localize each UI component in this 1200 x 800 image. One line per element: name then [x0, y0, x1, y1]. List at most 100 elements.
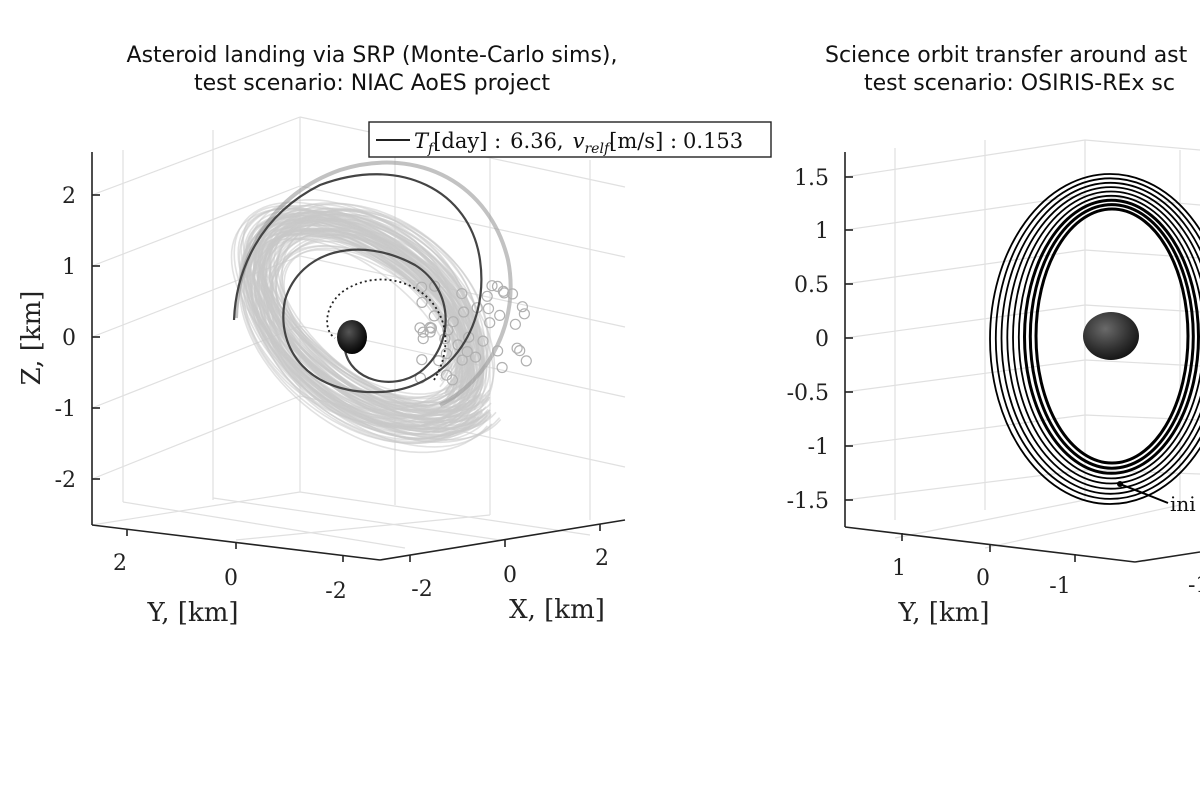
end-marker — [514, 345, 526, 357]
monte-carlo-trajectory — [252, 202, 476, 418]
end-marker — [446, 374, 458, 386]
end-marker — [520, 355, 532, 367]
end-marker — [433, 355, 445, 367]
left-z-tick-2: 2 — [62, 184, 76, 209]
right-y-tick-1: 1 — [892, 556, 906, 581]
spiral-loop — [1012, 190, 1200, 485]
end-marker — [477, 335, 489, 347]
monte-carlo-trajectory — [275, 218, 468, 398]
left-y-tick-0: 0 — [224, 566, 238, 591]
left-x-tick-2: 2 — [595, 546, 609, 571]
spiral-loop — [1000, 181, 1200, 495]
right-z-tick-m1: -1 — [808, 435, 829, 460]
end-marker — [509, 318, 522, 330]
right-y-tick-m1: -1 — [1049, 574, 1070, 599]
end-marker — [416, 354, 428, 366]
right-z-tick-0: 0 — [815, 327, 829, 352]
right-z-tick-0.5: 0.5 — [794, 273, 829, 298]
left-z-tick-1: 1 — [62, 255, 76, 280]
left-z-tick-0: 0 — [62, 326, 76, 351]
right-panel: Science orbit transfer around ast test s… — [787, 43, 1200, 628]
end-marker — [496, 361, 508, 374]
left-y-tick-m2: -2 — [325, 579, 346, 604]
left-z-tick-m2: -2 — [55, 468, 76, 493]
end-marker — [440, 348, 452, 360]
nominal-trajectory — [232, 173, 483, 394]
right-z-tick-1.5: 1.5 — [794, 166, 829, 191]
right-y-axis-label: Y, [km] — [897, 598, 989, 628]
end-marker — [429, 280, 441, 292]
end-marker — [428, 310, 440, 322]
spiral-loop — [994, 177, 1200, 500]
end-marker — [416, 281, 428, 293]
initial-point-label: ini — [1170, 492, 1196, 516]
monte-carlo-outer-band — [234, 160, 513, 407]
end-marker — [461, 346, 473, 358]
right-y-tick-0: 0 — [976, 566, 990, 591]
left-x-tick-m2: -2 — [411, 577, 432, 602]
end-marker — [518, 308, 531, 320]
nominal-trajectory-inner — [326, 278, 447, 381]
left-x-tick-0: 0 — [503, 563, 517, 588]
right-asteroid-body — [1083, 312, 1139, 360]
left-x-axis-label: X, [km] — [509, 595, 605, 625]
right-grid — [844, 139, 1200, 549]
end-marker — [516, 301, 529, 313]
end-marker — [506, 288, 519, 300]
end-marker — [458, 306, 470, 318]
right-axes — [844, 152, 1200, 563]
end-marker — [447, 316, 459, 328]
left-y-tick-2: 2 — [113, 551, 127, 576]
monte-carlo-trajectory — [247, 221, 493, 448]
monte-carlo-trajectory — [264, 218, 465, 409]
end-marker — [511, 342, 523, 354]
end-marker — [492, 345, 504, 357]
left-z-tick-m1: -1 — [55, 397, 76, 422]
annotation-arrow — [1119, 483, 1169, 504]
spiral-loop — [1017, 194, 1200, 480]
end-marker — [498, 287, 510, 299]
end-marker — [456, 288, 468, 300]
landing-end-markers — [414, 280, 532, 386]
left-z-axis-label: Z, [km] — [17, 291, 47, 386]
monte-carlo-trajectory — [257, 227, 456, 411]
end-marker — [417, 333, 429, 345]
end-marker — [442, 324, 454, 336]
end-marker — [424, 326, 436, 338]
spiral-loop — [1028, 203, 1195, 470]
spiral-loop — [989, 173, 1200, 505]
spiral-loop — [1006, 186, 1200, 490]
legend-label: Tf[day] :6.36, vrelf[m/s] :0.153 — [414, 129, 743, 157]
transfer-spiral — [989, 173, 1200, 505]
end-marker — [424, 321, 436, 334]
end-marker — [491, 280, 504, 292]
monte-carlo-trajectory — [238, 218, 480, 440]
right-z-tick-m1.5: -1.5 — [787, 489, 829, 514]
left-legend: Tf[day] :6.36, vrelf[m/s] :0.153 — [368, 121, 772, 158]
monte-carlo-trajectory — [253, 230, 482, 436]
left-title-line-2: test scenario: NIAC AoES project — [194, 71, 550, 96]
monte-carlo-trajectory — [268, 217, 487, 412]
right-z-tick-1: 1 — [815, 219, 829, 244]
left-panel: Asteroid landing via SRP (Monte-Carlo si… — [17, 43, 772, 628]
left-axes — [91, 152, 626, 562]
spiral-loop — [1023, 198, 1200, 475]
right-title-line-2: test scenario: OSIRIS-REx sc — [864, 71, 1175, 96]
monte-carlo-trajectories — [230, 160, 513, 454]
end-marker — [481, 290, 493, 302]
end-marker — [470, 351, 482, 363]
left-asteroid-body — [337, 320, 367, 354]
left-y-axis-label: Y, [km] — [146, 598, 238, 628]
spiral-loop — [1034, 207, 1190, 465]
end-marker — [456, 354, 468, 366]
right-z-tick-m0.5: -0.5 — [787, 381, 829, 406]
end-marker — [416, 296, 428, 308]
right-title-line-1: Science orbit transfer around ast — [825, 43, 1188, 68]
end-marker — [494, 309, 506, 321]
right-y-tick-m1-partial: -1 — [1188, 573, 1200, 598]
left-title-line-1: Asteroid landing via SRP (Monte-Carlo si… — [127, 43, 618, 68]
end-marker — [484, 317, 496, 329]
end-marker — [482, 303, 495, 315]
end-marker — [486, 280, 498, 292]
